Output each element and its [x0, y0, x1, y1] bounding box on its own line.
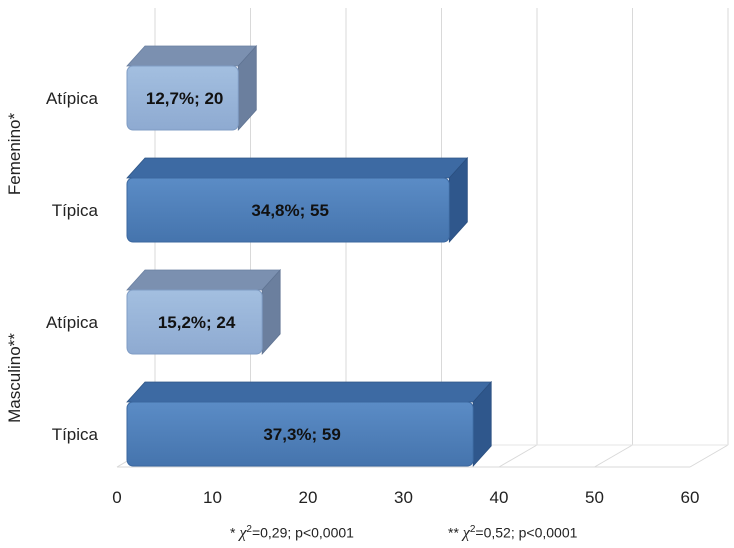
floor-gridline — [498, 444, 538, 468]
y-category-label: Atípica — [46, 89, 99, 108]
x-tick-label: 40 — [490, 488, 509, 507]
bar-top-face — [126, 269, 282, 291]
superscript: 2 — [469, 524, 476, 535]
x-tick-label: 10 — [203, 488, 222, 507]
labels: 0 10 20 30 40 50 60 12,7%; 20 Atípica 34,8%; 55 Tí… — [5, 89, 699, 507]
data-label: 15,2%; 24 — [158, 313, 236, 332]
chi-symbol: χ — [239, 524, 247, 542]
footnote-text: =0,52; p<0,0001 — [475, 524, 578, 541]
bar-front-face — [126, 177, 450, 243]
y-category-label: Típica — [52, 201, 99, 220]
bar-top-face — [126, 381, 493, 403]
bar — [126, 268, 282, 356]
group-label: Masculino** — [5, 333, 24, 423]
data-label: 37,3%; 59 — [263, 425, 341, 444]
y-category-label: Típica — [52, 425, 99, 444]
footnote-female: * χ2=0,29; p<0,0001 — [230, 524, 354, 543]
x-tick-label: 50 — [585, 488, 604, 507]
x-tick-label: 0 — [112, 488, 121, 507]
chi-symbol: χ — [462, 524, 470, 542]
data-label: 12,7%; 20 — [146, 89, 224, 108]
bar-front-face — [126, 401, 474, 467]
bar-top-face — [126, 157, 469, 179]
bar — [126, 380, 493, 468]
bar — [126, 156, 469, 244]
footnote-mark: ** — [448, 524, 459, 541]
bar-top-face — [126, 45, 258, 67]
superscript: 2 — [246, 524, 252, 535]
floor-gridline — [594, 444, 633, 468]
bar — [126, 44, 258, 132]
floor-gridline — [689, 444, 729, 468]
bars — [126, 44, 493, 468]
footnote-text: =0,29; p<0,0001 — [251, 524, 354, 541]
x-tick-label: 20 — [299, 488, 318, 507]
y-category-label: Atípica — [46, 313, 99, 332]
bar-front-face — [126, 289, 263, 355]
data-label: 34,8%; 55 — [251, 201, 329, 220]
group-label: Femenino* — [5, 113, 24, 196]
footnote-male: ** χ2=0,52; p<0,0001 — [448, 524, 577, 543]
footnote-mark: * — [230, 524, 236, 541]
x-tick-label: 30 — [394, 488, 413, 507]
bar-front-face — [126, 65, 239, 131]
x-tick-label: 60 — [681, 488, 700, 507]
